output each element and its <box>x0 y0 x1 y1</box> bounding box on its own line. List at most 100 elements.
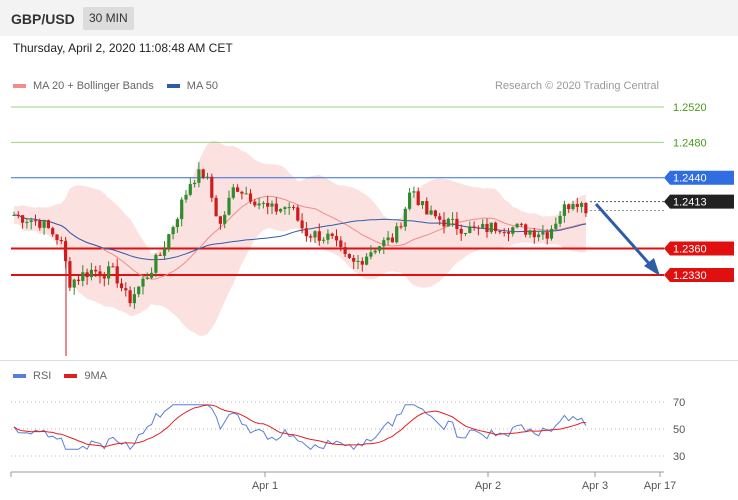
rsi-ma-swatch <box>64 374 78 378</box>
candle-body <box>515 223 519 228</box>
candle-body <box>438 216 442 220</box>
candle-body <box>352 257 356 262</box>
candle-body <box>76 279 81 281</box>
candle-body <box>261 202 265 204</box>
candle-body <box>184 194 188 200</box>
candle-body <box>468 226 472 233</box>
candle-body <box>291 207 296 209</box>
rsi-ma-line <box>13 404 586 448</box>
candle-body <box>240 191 244 194</box>
candle-body <box>377 246 382 251</box>
candle-body <box>236 187 240 192</box>
candle-body <box>433 210 437 217</box>
candle-body <box>29 220 33 223</box>
candle-body <box>304 228 308 237</box>
candle-body <box>343 247 347 255</box>
x-tick-label: Apr 2 <box>475 480 501 492</box>
candle-body <box>68 261 72 288</box>
candle-body <box>231 187 235 198</box>
level-tag-support <box>664 241 734 256</box>
candle-body <box>244 193 248 195</box>
candle-body <box>580 203 584 207</box>
candle-body <box>459 229 463 234</box>
candle-body <box>347 254 351 258</box>
candle-body <box>463 232 468 234</box>
candle-body <box>274 203 278 212</box>
candle-body <box>330 233 334 236</box>
candle-body <box>317 231 321 241</box>
forecast-arrow-head <box>644 258 660 276</box>
candle-body <box>227 197 231 215</box>
candle-body <box>506 232 511 234</box>
x-tick-label: Apr 1 <box>252 480 278 492</box>
candle-body <box>296 207 300 221</box>
candle-body <box>412 191 416 193</box>
candle-body <box>248 193 253 202</box>
candle-body <box>524 224 528 235</box>
candle-body <box>51 228 55 235</box>
candle-body <box>395 226 399 243</box>
candle-body <box>94 269 98 272</box>
candle-body <box>81 272 85 281</box>
level-tag-resistance <box>664 170 734 185</box>
candle-body <box>167 234 171 249</box>
candle-body <box>390 237 394 243</box>
candle-body <box>128 290 132 304</box>
candle-body <box>369 252 373 257</box>
candle-body <box>12 215 16 217</box>
report-datetime: Thursday, April 2, 2020 11:08:48 AM CET <box>13 41 233 55</box>
candle-body <box>162 248 167 256</box>
rsi-tick-label: 50 <box>673 424 685 436</box>
candle-body <box>420 201 425 206</box>
candle-body <box>107 266 111 279</box>
candle-body <box>175 219 179 228</box>
candle-body <box>171 227 175 235</box>
candle-body <box>201 169 205 178</box>
bollinger-band <box>14 140 586 337</box>
candle-body <box>476 227 480 229</box>
candle-body <box>326 233 330 240</box>
candle-body <box>425 201 429 215</box>
candle-body <box>115 266 119 284</box>
candle-body <box>403 208 407 227</box>
candle-body <box>188 184 192 195</box>
candle-body <box>55 234 59 241</box>
candle-body <box>558 215 562 224</box>
candle-body <box>89 269 93 278</box>
candle-body <box>446 218 450 227</box>
candle-body <box>205 176 210 178</box>
candle-body <box>511 227 515 234</box>
candle-body <box>197 169 201 183</box>
candle-body <box>365 256 369 265</box>
candle-body <box>494 222 498 232</box>
candle-body <box>571 204 575 210</box>
candle-body <box>408 192 412 209</box>
rsi-legend: RSI 9MA <box>13 370 107 382</box>
credit-text: Research © 2020 Trading Central <box>494 80 659 92</box>
candle-body <box>38 220 42 228</box>
candle-body <box>124 288 128 291</box>
candle-body <box>119 283 124 289</box>
candle-body <box>218 216 222 224</box>
candle-body <box>528 230 532 235</box>
rsi-swatch <box>13 374 26 378</box>
candle-body <box>102 276 106 279</box>
level-label: 1.2480 <box>673 137 707 149</box>
candle-body <box>356 260 360 262</box>
candle-body <box>373 250 377 253</box>
candle-body <box>193 182 197 185</box>
ma50-swatch <box>166 84 180 88</box>
pane-divider <box>0 360 738 361</box>
candle-body <box>416 191 420 206</box>
timeframe-button[interactable]: 30 MIN <box>83 7 134 30</box>
candle-body <box>137 286 141 295</box>
candle-body <box>287 207 291 209</box>
candle-body <box>210 176 214 198</box>
candle-body <box>145 277 149 279</box>
candle-body <box>575 204 579 207</box>
candle-body <box>545 232 549 239</box>
ma20-line <box>13 195 587 280</box>
legend-item-rsi: RSI <box>33 370 52 382</box>
candle-body <box>532 230 536 238</box>
candle-body <box>253 201 257 206</box>
